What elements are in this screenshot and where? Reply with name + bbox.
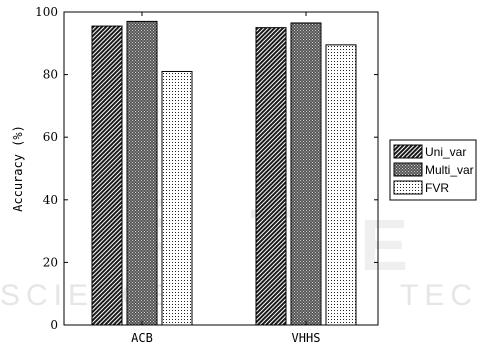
plot-area	[63, 11, 379, 326]
legend-entry: FVR	[425, 181, 449, 195]
bar-uni-var-vhhs	[255, 27, 287, 326]
svg-text:TEC: TEC	[400, 279, 478, 312]
y-axis-label: Accuracy (%)	[11, 125, 25, 212]
plot-frame	[63, 11, 379, 326]
bar-fvr-acb	[161, 70, 193, 326]
watermark: S T E SCIENCE D TEC	[0, 186, 478, 312]
svg-text:E: E	[360, 206, 416, 286]
bar-fvr-vhhs	[325, 44, 357, 326]
legend-swatch	[393, 180, 423, 195]
y-tick-label: 100	[35, 5, 58, 19]
y-tick-label: 20	[43, 255, 58, 269]
bar-multi-var-vhhs	[290, 22, 322, 326]
x-tick-label: ACB	[131, 331, 153, 345]
x-axis: ACB VHHS	[131, 12, 320, 345]
legend-entry: Multi_var	[425, 163, 474, 177]
bar-multi-var-acb	[126, 20, 158, 326]
legend-swatch	[393, 162, 423, 177]
y-tick-label: 0	[50, 318, 58, 332]
bar-uni-var-acb	[91, 25, 123, 326]
legend: Uni_var Multi_var FVR	[389, 139, 477, 201]
y-axis: 0 20 40 60 80 100	[35, 5, 378, 332]
legend-entry: Uni_var	[425, 145, 466, 159]
legend-swatch	[393, 144, 423, 159]
y-tick-label: 60	[43, 130, 58, 144]
y-tick-label: 80	[43, 68, 58, 82]
y-tick-label: 40	[43, 193, 58, 207]
x-tick-label: VHHS	[292, 331, 321, 345]
